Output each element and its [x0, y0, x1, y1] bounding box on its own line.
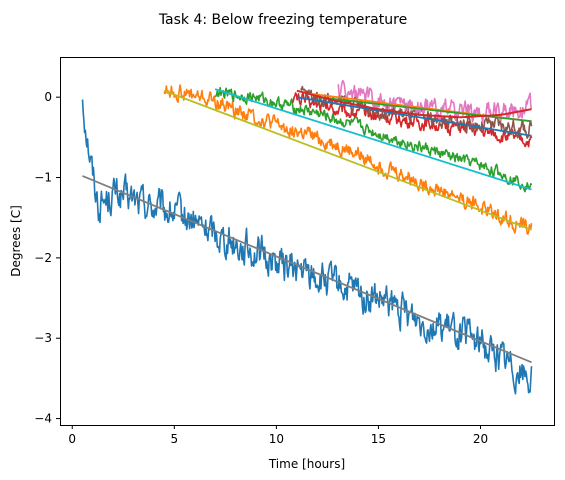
x-axis-label: Time [hours] [268, 457, 345, 471]
x-tick-label: 15 [371, 432, 386, 446]
series-line [81, 99, 533, 395]
fit-line [163, 89, 532, 231]
series-line [291, 92, 533, 148]
y-axis-ticks: 0 −1 −2 −3 −4 [34, 90, 60, 426]
series-line [337, 79, 533, 124]
x-tick-label: 0 [68, 432, 76, 446]
x-axis-ticks: 0 5 10 15 20 [68, 425, 488, 446]
fit-line [296, 96, 532, 137]
fit-line [214, 88, 532, 191]
x-tick-label: 5 [170, 432, 178, 446]
fit-line [317, 96, 532, 123]
y-tick-label: −1 [34, 171, 52, 185]
y-tick-label: −3 [34, 331, 52, 345]
x-tick-label: 20 [473, 432, 488, 446]
chart-title: Task 4: Below freezing temperature [158, 12, 407, 28]
y-tick-label: −2 [34, 251, 52, 265]
x-tick-label: 10 [269, 432, 284, 446]
series-line [163, 84, 533, 235]
y-axis-label: Degrees [C] [9, 205, 23, 276]
plot-lines [81, 79, 533, 395]
plot-frame [60, 57, 555, 426]
y-tick-label: −4 [34, 412, 52, 426]
fit-line [82, 175, 532, 364]
curve-fit-line [296, 89, 532, 119]
y-tick-label: 0 [44, 90, 52, 104]
